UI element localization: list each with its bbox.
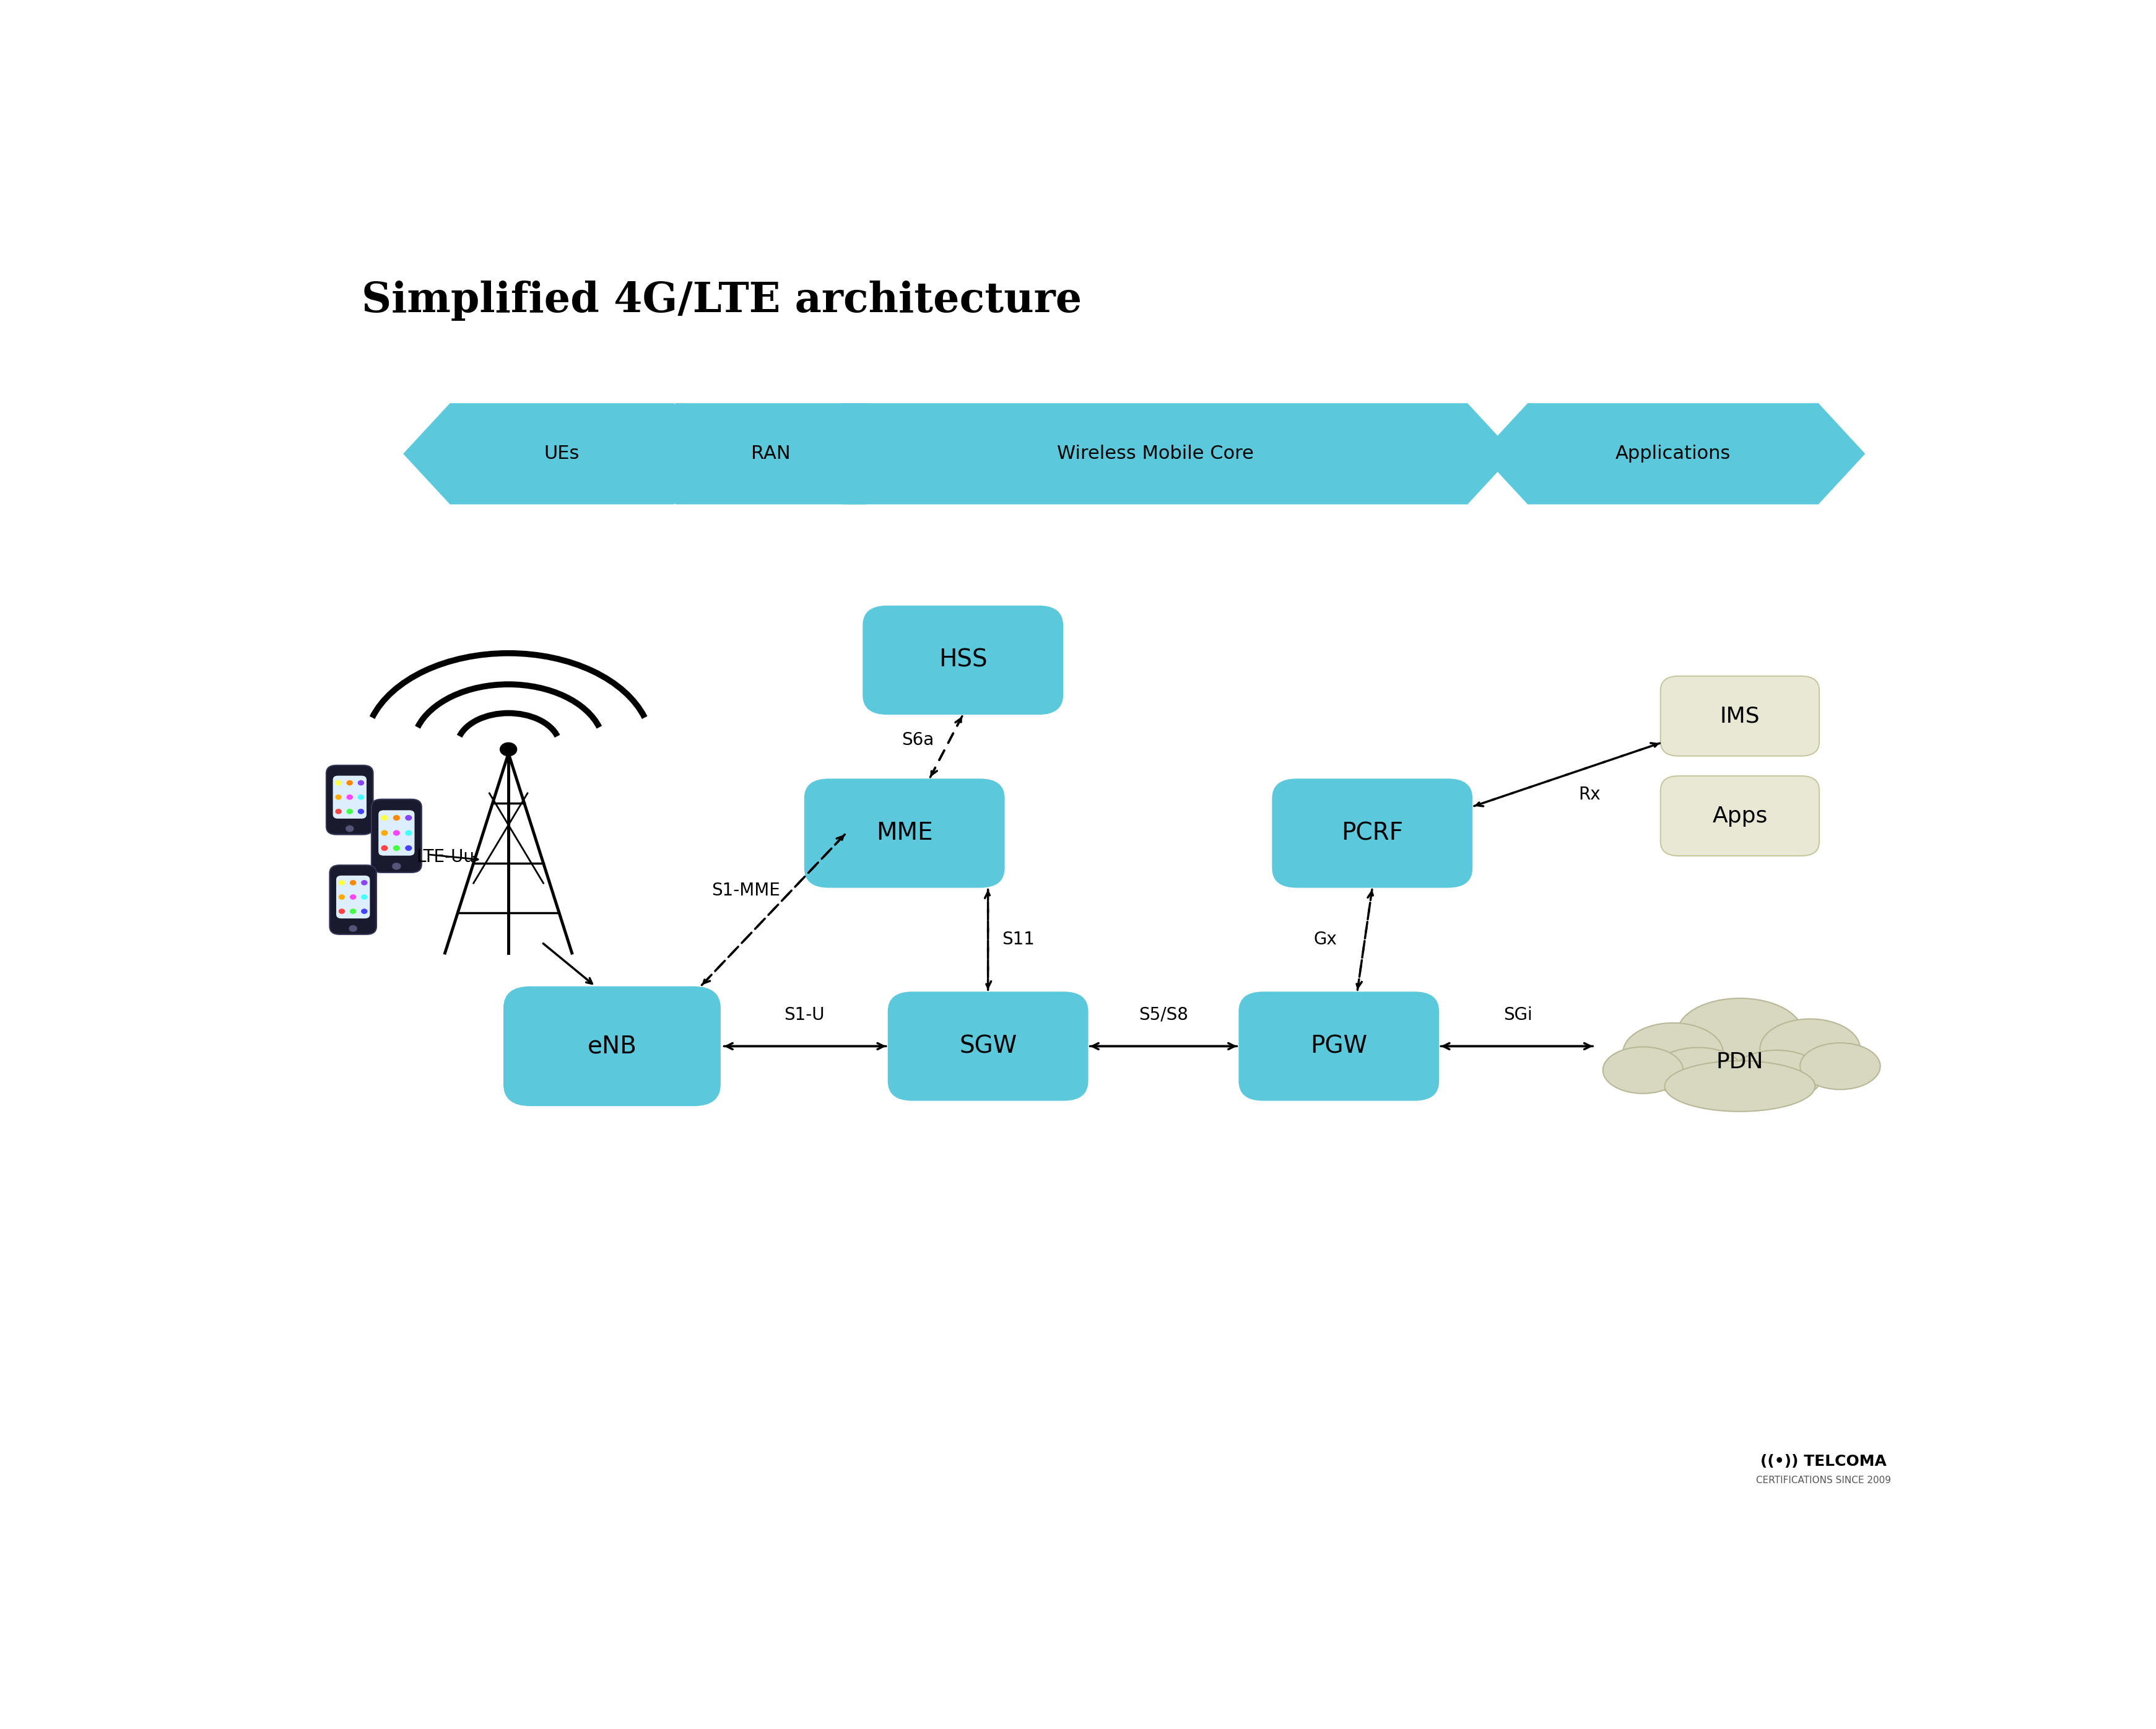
Circle shape <box>500 743 517 756</box>
Circle shape <box>382 830 388 835</box>
Text: MME: MME <box>875 821 934 845</box>
Circle shape <box>336 780 341 785</box>
Ellipse shape <box>1664 1062 1815 1112</box>
Circle shape <box>349 925 358 932</box>
Polygon shape <box>796 403 1514 505</box>
Text: S6a: S6a <box>901 731 934 749</box>
Ellipse shape <box>1651 1048 1744 1098</box>
Circle shape <box>358 809 364 814</box>
Circle shape <box>349 909 356 913</box>
FancyBboxPatch shape <box>862 605 1063 714</box>
Circle shape <box>405 830 412 835</box>
Text: UEs: UEs <box>543 444 580 463</box>
Circle shape <box>336 809 341 814</box>
Text: S1-MME: S1-MME <box>711 882 780 899</box>
Ellipse shape <box>1677 998 1802 1067</box>
Ellipse shape <box>1800 1043 1880 1089</box>
FancyBboxPatch shape <box>1660 676 1820 756</box>
Circle shape <box>338 880 345 885</box>
Ellipse shape <box>1602 1046 1684 1093</box>
Circle shape <box>362 896 367 899</box>
Circle shape <box>347 795 354 799</box>
Circle shape <box>405 816 412 820</box>
Text: SGW: SGW <box>959 1034 1018 1058</box>
Text: S1-U: S1-U <box>785 1006 824 1024</box>
Text: ((•)) TELCOMA: ((•)) TELCOMA <box>1759 1454 1886 1470</box>
Text: CERTIFICATIONS SINCE 2009: CERTIFICATIONS SINCE 2009 <box>1755 1475 1891 1485</box>
Text: SGi: SGi <box>1503 1006 1533 1024</box>
Text: LTE-Uu: LTE-Uu <box>416 849 474 866</box>
Circle shape <box>347 809 354 814</box>
Text: PGW: PGW <box>1311 1034 1367 1058</box>
Polygon shape <box>1481 403 1865 505</box>
Circle shape <box>347 780 354 785</box>
Text: Wireless Mobile Core: Wireless Mobile Core <box>1056 444 1253 463</box>
Text: Apps: Apps <box>1712 806 1768 826</box>
Text: S5/S8: S5/S8 <box>1138 1006 1188 1024</box>
Circle shape <box>349 880 356 885</box>
FancyBboxPatch shape <box>379 811 414 856</box>
Polygon shape <box>403 403 720 505</box>
Circle shape <box>338 896 345 899</box>
Text: HSS: HSS <box>938 648 987 673</box>
Circle shape <box>336 795 341 799</box>
Circle shape <box>338 909 345 913</box>
FancyBboxPatch shape <box>804 778 1005 887</box>
Text: Simplified 4G/LTE architecture: Simplified 4G/LTE architecture <box>362 280 1082 322</box>
Circle shape <box>362 909 367 913</box>
FancyBboxPatch shape <box>336 875 371 918</box>
Circle shape <box>358 780 364 785</box>
Text: eNB: eNB <box>586 1034 636 1058</box>
FancyBboxPatch shape <box>371 799 423 873</box>
Circle shape <box>405 845 412 851</box>
Circle shape <box>382 816 388 820</box>
Text: PCRF: PCRF <box>1341 821 1404 845</box>
Text: IMS: IMS <box>1720 705 1759 726</box>
Text: PDN: PDN <box>1716 1051 1764 1072</box>
Circle shape <box>358 795 364 799</box>
Ellipse shape <box>1759 1018 1861 1079</box>
FancyBboxPatch shape <box>1240 992 1440 1101</box>
FancyBboxPatch shape <box>1660 776 1820 856</box>
Circle shape <box>395 845 399 851</box>
Ellipse shape <box>1731 1050 1822 1101</box>
Text: RAN: RAN <box>750 444 791 463</box>
Text: Gx: Gx <box>1313 930 1337 949</box>
Text: S11: S11 <box>1003 930 1035 949</box>
Text: Rx: Rx <box>1578 787 1600 804</box>
FancyBboxPatch shape <box>330 864 377 934</box>
Text: Applications: Applications <box>1615 444 1731 463</box>
FancyBboxPatch shape <box>1272 778 1473 887</box>
Circle shape <box>345 825 354 832</box>
Circle shape <box>382 845 388 851</box>
Circle shape <box>395 816 399 820</box>
Circle shape <box>395 830 399 835</box>
Polygon shape <box>630 403 912 505</box>
Ellipse shape <box>1623 1024 1723 1082</box>
Circle shape <box>362 880 367 885</box>
FancyBboxPatch shape <box>326 766 373 835</box>
FancyBboxPatch shape <box>888 992 1089 1101</box>
FancyBboxPatch shape <box>505 986 720 1107</box>
Circle shape <box>349 896 356 899</box>
Circle shape <box>392 863 401 870</box>
FancyBboxPatch shape <box>332 776 367 818</box>
